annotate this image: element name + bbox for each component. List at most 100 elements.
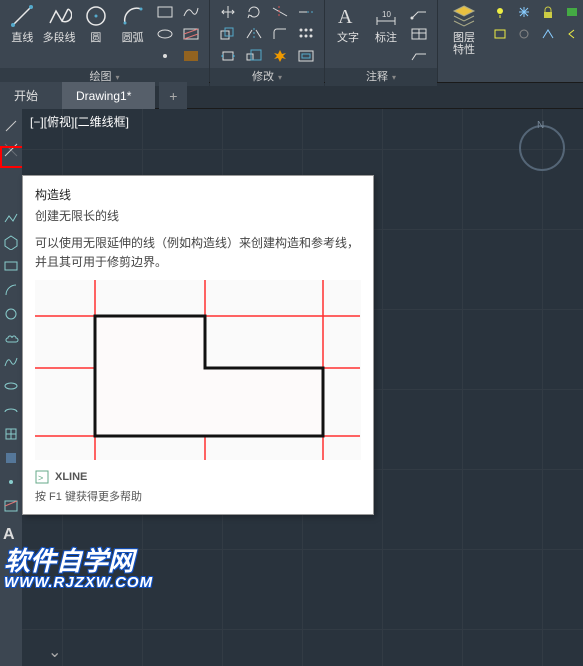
tab-drawing1-label: Drawing1* [76,89,131,103]
layer-match-button[interactable] [536,24,560,44]
layer-iso-button[interactable] [488,24,512,44]
circle-label: 圆 [90,32,101,44]
spline-button[interactable] [179,2,203,22]
tool-insert[interactable] [2,425,20,443]
fillet-button[interactable] [268,24,292,44]
panel-annotate: A 文字 10 标注 注释 [325,0,438,82]
svg-text:>: > [38,473,43,483]
explode-button[interactable] [268,46,292,66]
tool-spline[interactable] [2,353,20,371]
svg-text:10: 10 [382,10,391,19]
panel-layers: 图层 特性 [438,0,583,82]
tab-drawing1[interactable]: Drawing1* [54,82,155,109]
tool-hatch[interactable] [2,497,20,515]
offset-button[interactable] [294,46,318,66]
tooltip-title: 构造线 [35,186,361,203]
tooltip-diagram [35,280,361,460]
tool-revcloud[interactable] [2,329,20,347]
layer-lock-button[interactable] [536,2,560,22]
panel-annotate-title[interactable]: 注释 [325,68,437,86]
tooltip-command-text: XLINE [55,471,87,483]
dimension-icon: 10 [372,2,400,30]
chevron-down-icon[interactable]: ⌄ [48,642,61,662]
viewcube-compass[interactable]: N [507,118,577,178]
tooltip-description: 可以使用无限延伸的线（例如构造线）来创建构造和参考线，并且其可用于修剪边界。 [35,234,361,272]
tool-point[interactable] [2,473,20,491]
svg-text:A: A [338,6,353,28]
dimension-button[interactable]: 10 标注 [367,0,405,44]
plus-icon: + [169,88,177,104]
mleader-button[interactable] [407,46,431,66]
circle-icon [82,2,110,30]
leader-button[interactable] [407,2,431,22]
tooltip-help: 按 F1 键获得更多帮助 [35,488,361,504]
tooltip-command: > XLINE [35,470,361,484]
tooltip-xline: 构造线 创建无限长的线 可以使用无限延伸的线（例如构造线）来创建构造和参考线，并… [22,175,374,515]
panel-draw: 直线 多段线 圆 圆弧 绘图 [0,0,210,82]
document-tabs: 开始 Drawing1* + [0,82,583,109]
layer-prev-button[interactable] [560,24,583,44]
annotate-small-buttons [405,0,433,68]
text-icon: A [334,2,362,30]
tool-polyline[interactable] [2,209,20,227]
line-button[interactable]: 直线 [4,0,41,44]
trim-button[interactable] [268,2,292,22]
polyline-icon [45,2,73,30]
scale-button[interactable] [242,46,266,66]
tab-start[interactable]: 开始 [0,82,62,109]
layer-small-buttons [486,0,583,46]
tool-block[interactable] [2,449,20,467]
text-label: 文字 [337,32,359,44]
polyline-label: 多段线 [43,32,76,44]
arc-icon [119,2,147,30]
region-button[interactable] [179,46,203,66]
watermark-url: WWW.RJZXW.COM [4,575,153,591]
arc-label: 圆弧 [122,32,144,44]
hatch-button[interactable] [179,24,203,44]
layer-properties-label: 图层 特性 [453,32,475,56]
letter-a: A [3,526,15,544]
layer-on-button[interactable] [488,2,512,22]
extend-button[interactable] [294,2,318,22]
panel-modify-title[interactable]: 修改 [210,68,324,86]
table-button[interactable] [407,24,431,44]
command-icon: > [35,470,49,484]
panel-modify: 修改 [210,0,325,82]
tool-rectangle[interactable] [2,257,20,275]
polyline-button[interactable]: 多段线 [41,0,78,44]
layer-color-button[interactable] [560,2,583,22]
arc-button[interactable]: 圆弧 [114,0,151,44]
move-button[interactable] [216,2,240,22]
tool-polygon[interactable] [2,233,20,251]
text-button[interactable]: A 文字 [329,0,367,44]
array-button[interactable] [294,24,318,44]
layer-off-button[interactable] [512,24,536,44]
tool-line[interactable] [2,117,20,135]
line-icon [8,2,36,30]
layer-properties-button[interactable]: 图层 特性 [442,0,486,56]
ribbon: 直线 多段线 圆 圆弧 绘图 [0,0,583,82]
rotate-button[interactable] [242,2,266,22]
tooltip-subtitle: 创建无限长的线 [35,207,361,224]
copy-button[interactable] [216,24,240,44]
tab-new[interactable]: + [159,82,187,109]
tab-start-label: 开始 [14,87,38,104]
draw-small-buttons [151,0,205,68]
layer-freeze-button[interactable] [512,2,536,22]
layers-icon [450,2,478,30]
stretch-button[interactable] [216,46,240,66]
tool-arc[interactable] [2,281,20,299]
mirror-button[interactable] [242,24,266,44]
tool-ellipse-arc[interactable] [2,401,20,419]
tool-circle[interactable] [2,305,20,323]
tool-ellipse[interactable] [2,377,20,395]
line-label: 直线 [11,32,33,44]
point-button[interactable] [153,46,177,66]
rect-button[interactable] [153,2,177,22]
watermark-name: 软件自学网 [4,548,153,575]
modify-buttons [214,0,320,68]
view-label[interactable]: [−][俯视][二维线框] [30,113,129,130]
circle-button[interactable]: 圆 [78,0,115,44]
dimension-label: 标注 [375,32,397,44]
ellipse-button[interactable] [153,24,177,44]
